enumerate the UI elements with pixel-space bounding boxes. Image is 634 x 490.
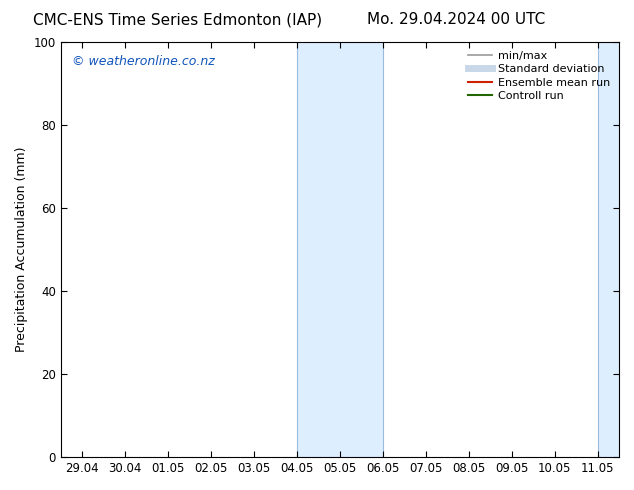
Text: CMC-ENS Time Series Edmonton (IAP): CMC-ENS Time Series Edmonton (IAP) — [33, 12, 322, 27]
Text: © weatheronline.co.nz: © weatheronline.co.nz — [72, 54, 214, 68]
Text: Mo. 29.04.2024 00 UTC: Mo. 29.04.2024 00 UTC — [367, 12, 546, 27]
Bar — [597, 42, 619, 457]
Legend: min/max, Standard deviation, Ensemble mean run, Controll run: min/max, Standard deviation, Ensemble me… — [465, 48, 614, 104]
Y-axis label: Precipitation Accumulation (mm): Precipitation Accumulation (mm) — [15, 147, 28, 352]
Bar — [297, 42, 383, 457]
